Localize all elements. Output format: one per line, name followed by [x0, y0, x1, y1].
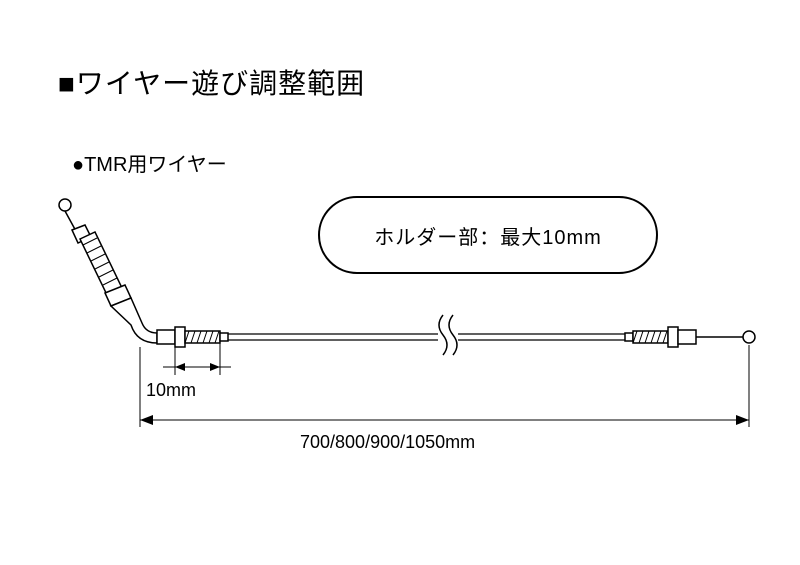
dim-main-label: 700/800/900/1050mm [300, 432, 475, 453]
dim-main-length [140, 345, 749, 427]
dim-10mm [163, 343, 231, 375]
right-wire-end [696, 331, 755, 343]
cable-outer-left [228, 334, 438, 340]
section-subtitle: ●TMR用ワイヤー [72, 148, 227, 177]
right-adjuster [625, 327, 696, 347]
left-adjuster [157, 327, 228, 347]
dim-10-label: 10mm [146, 380, 196, 401]
break-mark [439, 315, 457, 355]
cable-outer-right [458, 334, 625, 340]
left-bent-end [59, 199, 157, 343]
page-title: ■ワイヤー遊び調整範囲 [58, 62, 365, 102]
